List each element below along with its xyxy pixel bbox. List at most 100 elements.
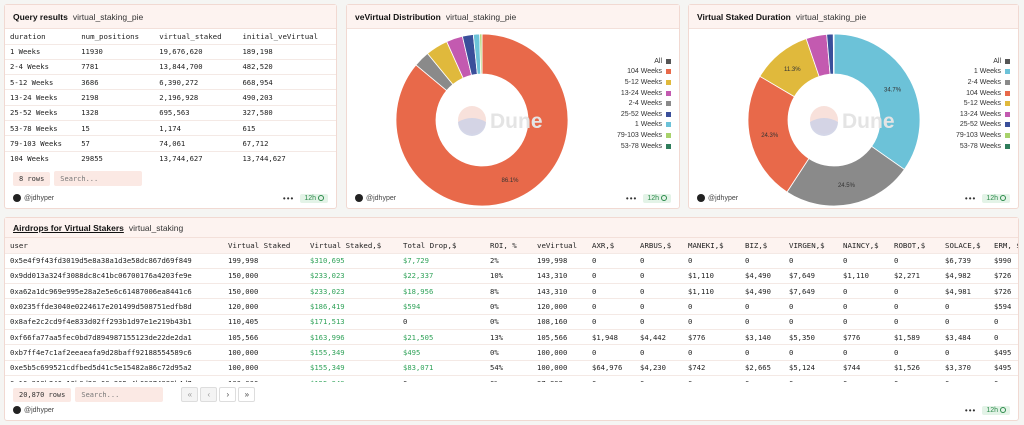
panel-subtitle: virtual_staking (128, 222, 184, 233)
column-header[interactable]: Total Drop,$ (403, 240, 457, 250)
legend-item[interactable]: 104 Weeks (617, 67, 671, 78)
table-cell: 0 (784, 344, 838, 361)
more-options-icon[interactable]: ••• (964, 193, 977, 203)
column-header[interactable]: SOLACE,$ (945, 240, 981, 250)
table-cell: 0 (784, 252, 838, 269)
table-cell: 79-103 Weeks (5, 135, 77, 152)
table-cell: 13,744,627 (237, 150, 336, 167)
column-header[interactable]: user (10, 240, 28, 250)
more-options-icon[interactable]: ••• (282, 193, 295, 203)
legend-item[interactable]: 13-24 Weeks (956, 109, 1010, 120)
prev-page-button[interactable]: ‹ (200, 387, 218, 402)
legend-item[interactable]: 2-4 Weeks (617, 98, 671, 109)
table-cell: 100,000 (532, 359, 587, 376)
avatar[interactable] (355, 194, 363, 202)
column-header[interactable]: ROBOT,$ (894, 240, 926, 250)
first-page-button[interactable]: « (181, 387, 199, 402)
table-cell: 7781 (76, 58, 155, 75)
legend-label: 79-103 Weeks (955, 131, 1001, 139)
column-header[interactable]: ARBUS,$ (640, 240, 672, 250)
table-cell: 120,000 (532, 298, 587, 315)
table-cell: 0 (587, 313, 635, 330)
search-input[interactable] (54, 171, 143, 186)
table-cell: 53-78 Weeks (5, 119, 77, 136)
panel-title[interactable]: veVirtual Distribution (355, 11, 441, 22)
table-cell: $3,370 (940, 359, 989, 376)
column-header[interactable]: duration (10, 31, 46, 41)
legend-item[interactable]: 1 Weeks (617, 120, 671, 131)
author-name[interactable]: @jdhyper (24, 194, 55, 202)
airdrops-table-viewport[interactable]: user Virtual Staked Virtual Staked,$ Total … (5, 238, 1018, 382)
last-page-button[interactable]: » (238, 387, 256, 402)
legend-item[interactable]: 25-52 Weeks (617, 109, 671, 120)
legend-item[interactable]: All (956, 56, 1010, 67)
legend-item[interactable]: 53-78 Weeks (617, 141, 671, 152)
table-cell: $4,981 (940, 283, 989, 299)
legend-item[interactable]: 25-52 Weeks (956, 120, 1010, 131)
table-cell: 0 (683, 252, 740, 269)
column-header[interactable]: num_positions (81, 31, 140, 41)
author-name[interactable]: @jdhyper (708, 194, 739, 202)
author-name[interactable]: @jdhyper (366, 194, 397, 202)
column-header[interactable]: veVirtual (537, 240, 578, 250)
vevirtual-distribution-panel: veVirtual Distribution virtual_staking_p… (346, 4, 680, 209)
table-cell: $171,513 (305, 313, 398, 330)
avatar[interactable] (13, 194, 21, 202)
legend-item[interactable]: 5-12 Weeks (617, 77, 671, 88)
table-cell: 0 (587, 252, 635, 269)
column-header[interactable]: initial_veVirtual (242, 31, 319, 41)
table-cell: $744 (838, 359, 889, 376)
table-cell: 0 (398, 374, 485, 382)
column-header[interactable]: ROI, % (490, 240, 517, 250)
table-cell: 199,998 (223, 252, 305, 269)
legend-item[interactable]: All (617, 56, 671, 67)
panel-title[interactable]: Airdrops for Virtual Stakers (13, 222, 124, 233)
column-header[interactable]: NAINCY,$ (843, 240, 879, 250)
legend-label: 1 Weeks (973, 68, 1001, 76)
column-header[interactable]: AXR,$ (592, 240, 615, 250)
legend-item[interactable]: 13-24 Weeks (617, 88, 671, 99)
more-options-icon[interactable]: ••• (625, 193, 638, 203)
author-name[interactable]: @jdhyper (24, 406, 55, 414)
table-cell: 104 Weeks (5, 150, 77, 167)
pie-slice[interactable] (395, 33, 569, 207)
legend-item[interactable]: 1 Weeks (956, 67, 1010, 78)
pie-slice[interactable] (786, 145, 905, 207)
legend-item[interactable]: 53-78 Weeks (956, 141, 1010, 152)
table-cell: $5,350 (784, 328, 838, 345)
table-cell: 3686 (76, 74, 155, 90)
pagination: «‹ ›» (181, 387, 256, 402)
legend-swatch (1005, 69, 1010, 75)
legend-item[interactable]: 2-4 Weeks (956, 77, 1010, 88)
column-header[interactable]: Virtual Staked (228, 240, 291, 250)
column-header[interactable]: MANEKI,$ (688, 240, 724, 250)
refresh-badge[interactable]: 12h (300, 193, 328, 203)
legend-item[interactable]: 79-103 Weeks (617, 130, 671, 141)
column-header[interactable]: BIZ,$ (745, 240, 768, 250)
column-header[interactable]: Virtual Staked,$ (310, 240, 382, 250)
column-header[interactable]: ERM, $ (994, 240, 1018, 250)
refresh-badge[interactable]: 12h (982, 193, 1010, 203)
search-input[interactable] (75, 387, 164, 402)
refresh-badge[interactable]: 12h (982, 405, 1010, 415)
panel-title[interactable]: Virtual Staked Duration (697, 11, 791, 22)
chart-legend: All 104 Weeks 5-12 Weeks 13-24 Weeks 2-4 Wee… (617, 56, 671, 151)
more-options-icon[interactable]: ••• (964, 405, 977, 415)
panel-title[interactable]: Query results (13, 11, 68, 22)
virtual-staked-duration-panel: Virtual Staked Duration virtual_staking_… (688, 4, 1019, 209)
avatar[interactable] (697, 194, 705, 202)
legend-item[interactable]: 79-103 Weeks (956, 130, 1010, 141)
avatar[interactable] (13, 406, 21, 414)
table-cell: 8% (485, 283, 532, 299)
table-cell: $776 (838, 328, 889, 345)
pie-slice[interactable] (833, 33, 921, 171)
legend-item[interactable]: 5-12 Weeks (956, 98, 1010, 109)
column-header[interactable]: virtual_staked (159, 31, 222, 41)
table-cell: 2-4 Weeks (5, 58, 77, 75)
legend-swatch (666, 111, 671, 117)
next-page-button[interactable]: › (219, 387, 237, 402)
refresh-badge[interactable]: 12h (643, 193, 671, 203)
legend-item[interactable]: 104 Weeks (956, 88, 1010, 99)
table-cell: 0 (740, 252, 784, 269)
column-header[interactable]: VIRGEN,$ (789, 240, 825, 250)
